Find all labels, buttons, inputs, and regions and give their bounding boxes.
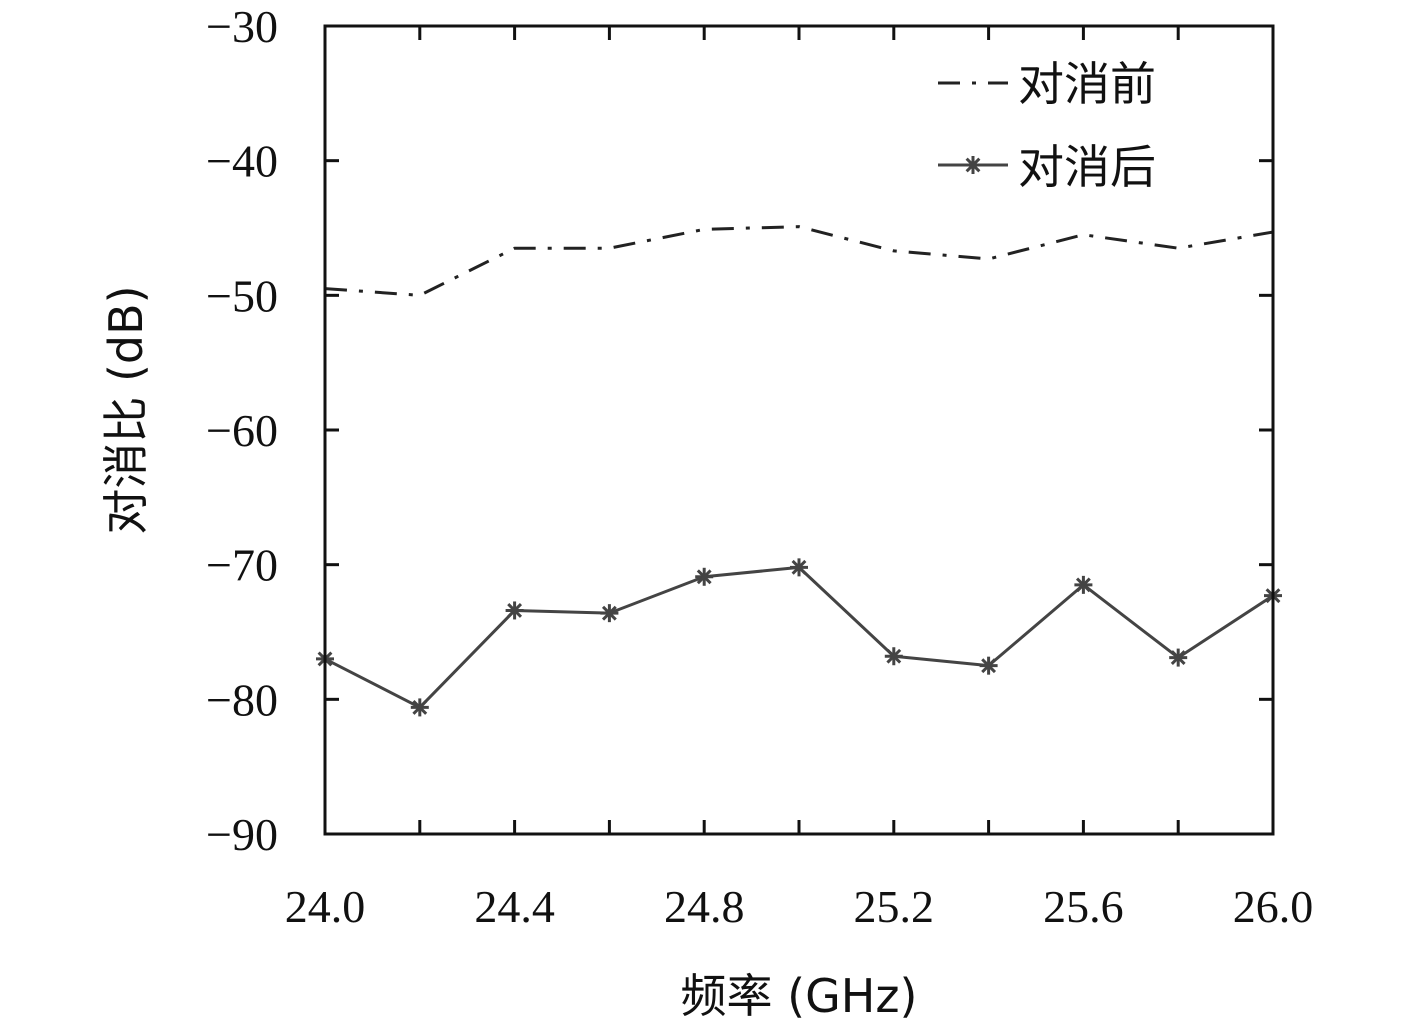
labels-layer: 24.0 24.4 24.8 25.2 25.6 26.0 −30 −40 −50 −60 −70 −… (206, 1, 1313, 932)
y-tick-label: −80 (206, 674, 278, 725)
series-layer (316, 225, 1282, 717)
x-tick-label: 25.2 (854, 881, 935, 932)
data-point-series-2 (1169, 648, 1188, 667)
data-point-series-2 (884, 647, 903, 666)
y-tick-label: −30 (206, 1, 278, 52)
y-tick-label: −50 (206, 270, 278, 321)
legend-star-marker (964, 156, 982, 174)
x-tick-label: 24.4 (474, 881, 555, 932)
x-tick-label: 26.0 (1233, 881, 1314, 932)
x-axis-title: 频率 (GHz) (681, 969, 918, 1023)
legend-marker-series-2 (964, 156, 982, 174)
data-point-series-2 (1074, 575, 1093, 594)
legend-label-series-1: 对消前 (1018, 57, 1156, 111)
data-point-series-2 (979, 656, 998, 675)
legend: 对消前 对消后 (938, 57, 1156, 194)
data-point-series-2 (695, 567, 714, 586)
data-point-series-2 (505, 601, 524, 620)
y-tick-label: −40 (206, 136, 278, 187)
data-point-series-2 (600, 604, 619, 623)
x-tick-label: 24.8 (664, 881, 745, 932)
plot-frame (323, 24, 1275, 836)
data-point-series-2 (790, 558, 808, 577)
series-line-1 (324, 225, 1274, 297)
y-tick-label: −90 (206, 809, 278, 860)
data-point-series-2 (410, 698, 429, 717)
y-axis-title: 对消比 (dB) (99, 285, 153, 534)
y-tick-label: −60 (206, 405, 278, 456)
legend-label-series-2: 对消后 (1018, 140, 1156, 194)
series-line-2 (324, 565, 1274, 709)
y-tick-label: −70 (206, 540, 278, 591)
x-tick-label: 25.6 (1043, 881, 1124, 932)
x-tick-label: 24.0 (285, 881, 366, 932)
